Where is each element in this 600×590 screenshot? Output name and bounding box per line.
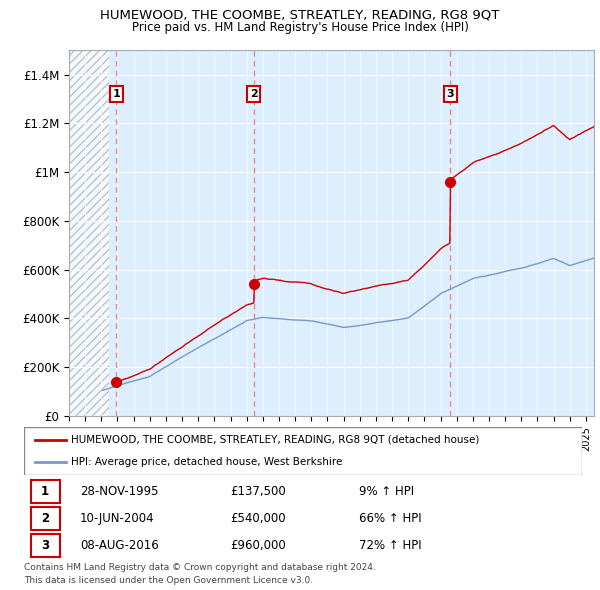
Text: 2: 2 xyxy=(41,512,49,526)
Text: 3: 3 xyxy=(41,539,49,552)
Text: 66% ↑ HPI: 66% ↑ HPI xyxy=(359,512,421,526)
Text: 1: 1 xyxy=(41,486,49,499)
Text: 2: 2 xyxy=(250,89,257,99)
Text: 3: 3 xyxy=(446,89,454,99)
Text: HPI: Average price, detached house, West Berkshire: HPI: Average price, detached house, West… xyxy=(71,457,343,467)
Text: £960,000: £960,000 xyxy=(230,539,286,552)
Text: Price paid vs. HM Land Registry's House Price Index (HPI): Price paid vs. HM Land Registry's House … xyxy=(131,21,469,34)
Text: £137,500: £137,500 xyxy=(230,486,286,499)
Text: This data is licensed under the Open Government Licence v3.0.: This data is licensed under the Open Gov… xyxy=(24,576,313,585)
Text: 10-JUN-2004: 10-JUN-2004 xyxy=(80,512,154,526)
Text: £540,000: £540,000 xyxy=(230,512,286,526)
Text: 28-NOV-1995: 28-NOV-1995 xyxy=(80,486,158,499)
FancyBboxPatch shape xyxy=(31,535,60,558)
FancyBboxPatch shape xyxy=(31,507,60,530)
FancyBboxPatch shape xyxy=(31,480,60,503)
Text: HUMEWOOD, THE COOMBE, STREATLEY, READING, RG8 9QT (detached house): HUMEWOOD, THE COOMBE, STREATLEY, READING… xyxy=(71,435,480,445)
Text: 1: 1 xyxy=(112,89,120,99)
Text: 9% ↑ HPI: 9% ↑ HPI xyxy=(359,486,414,499)
Text: Contains HM Land Registry data © Crown copyright and database right 2024.: Contains HM Land Registry data © Crown c… xyxy=(24,563,376,572)
Text: 72% ↑ HPI: 72% ↑ HPI xyxy=(359,539,421,552)
FancyBboxPatch shape xyxy=(24,427,582,475)
Text: HUMEWOOD, THE COOMBE, STREATLEY, READING, RG8 9QT: HUMEWOOD, THE COOMBE, STREATLEY, READING… xyxy=(100,9,500,22)
Text: 08-AUG-2016: 08-AUG-2016 xyxy=(80,539,158,552)
